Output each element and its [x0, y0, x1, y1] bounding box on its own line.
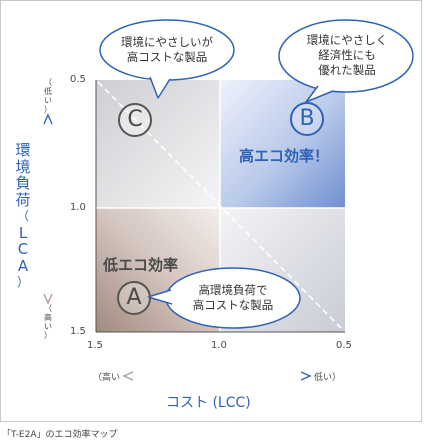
y-low-char: ）	[44, 105, 52, 114]
y-arrow-head-top	[43, 113, 53, 125]
bubble-a-line: 高環境負荷で	[198, 283, 268, 297]
y-axis-title-char: 負	[15, 174, 31, 192]
y-axis-title-char: ）	[16, 275, 29, 289]
bubble-c-shape	[99, 19, 235, 99]
y-axis-title-char: （	[16, 209, 29, 223]
y-tick-label: 0.5	[70, 74, 86, 85]
figure-caption: 「T-E2A」のエコ効率マップ	[2, 430, 118, 440]
bubble-b-text: 環境にやさしく 経済性にも 優れた製品	[283, 33, 411, 78]
bubble-b-line: 環境にやさしく	[306, 33, 388, 47]
quadrant-c-letter: C	[118, 103, 152, 137]
x-arrow-head-right	[300, 371, 312, 381]
y-tick-label: 1.0	[70, 202, 86, 213]
y-high-char: （	[44, 304, 52, 313]
quadrant-a-letter: A	[117, 281, 151, 315]
bubble-c-text: 環境にやさしいが 高コストな製品	[103, 35, 231, 65]
x-axis-title: コスト (LCC)	[166, 395, 251, 411]
y-axis-low-label: （ 低 い ）	[42, 78, 54, 114]
y-high-char: ）	[44, 331, 52, 340]
y-tick-label: 1.5	[70, 326, 86, 337]
diagonal-dashed-line	[97, 81, 344, 331]
quadrant-b-title: 高エコ効率！	[239, 147, 330, 165]
bubble-a-text: 高環境負荷で 高コストな製品	[169, 283, 297, 313]
bubble-c-line: 高コストな製品	[126, 50, 208, 64]
bubble-b-line: 優れた製品	[318, 63, 376, 77]
y-axis-title-char: A	[17, 256, 29, 275]
y-low-char: 低	[44, 87, 52, 96]
quadrant-c	[96, 80, 220, 208]
bubble-a-line: 高コストな製品	[192, 298, 274, 312]
x-axis-low-label: 低い）	[314, 373, 342, 383]
bubble-c-line: 環境にやさしいが	[121, 35, 213, 49]
bubble-b-line: 経済性にも	[318, 48, 376, 62]
y-high-char: い	[44, 322, 52, 331]
y-low-char: い	[44, 96, 52, 105]
y-axis-title-char: 荷	[15, 190, 31, 209]
y-axis-title-char: C	[17, 240, 29, 258]
y-high-char: 高	[44, 313, 52, 322]
bubble-a-shape	[147, 267, 301, 329]
quadrant-b	[220, 80, 345, 208]
x-tick-label: 0.5	[336, 340, 352, 351]
y-axis-title-char: 境	[15, 157, 31, 176]
y-arrow-head-bottom	[43, 293, 53, 305]
quadrant-b-letter: B	[290, 102, 324, 136]
y-axis-title-char: L	[18, 223, 28, 242]
y-low-char: （	[44, 78, 52, 87]
x-arrow-head-left	[122, 371, 134, 381]
y-axis-title-char: 環	[15, 141, 31, 159]
y-axis-title: 環 境 負 荷 （ L C A ）	[14, 142, 32, 291]
bubble-b-shape	[278, 19, 414, 103]
y-axis-high-label: （ 高 い ）	[42, 304, 54, 340]
x-tick-label: 1.5	[87, 340, 103, 351]
quadrant-a-title: 低エコ効率	[103, 256, 179, 274]
x-axis-high-label: （高い	[93, 373, 121, 383]
x-tick-label: 1.0	[211, 340, 227, 351]
